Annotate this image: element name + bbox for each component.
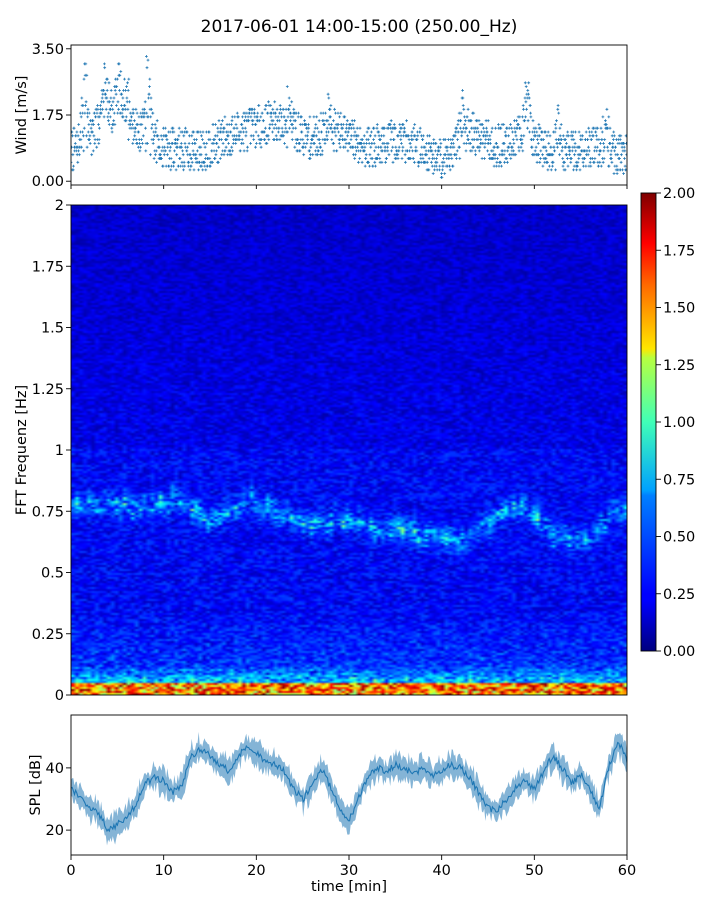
x-tick-label: 40 (432, 863, 450, 879)
wind-points (71, 55, 627, 179)
spectrogram-y-label: FFT Frequenz [Hz] (14, 385, 30, 515)
spectrogram-y-tick-label: 1.75 (32, 259, 64, 275)
colorbar-tick-label: 0.00 (663, 644, 695, 660)
colorbar-tick-label: 1.75 (663, 243, 695, 259)
x-axis-label: time [min] (311, 879, 387, 895)
x-tick-label: 0 (66, 863, 75, 879)
colorbar: 0.00 0.25 0.50 0.75 1.00 1.25 1.50 1.75 2.00 (640, 186, 695, 660)
colorbar-tick-label: 1.25 (663, 358, 695, 374)
colorbar-tick-label: 1.50 (663, 301, 695, 317)
spectrogram-y-tick-label: 1.25 (32, 382, 64, 398)
spectrogram-y-tick-label: 0.25 (32, 627, 64, 643)
colorbar-ticks: 0.00 0.25 0.50 0.75 1.00 1.25 1.50 1.75 2.00 (656, 186, 695, 660)
x-tick-label: 20 (247, 863, 265, 879)
x-tick-label: 30 (340, 863, 358, 879)
spl-y-tick-label: 40 (46, 761, 64, 777)
wind-y-tick-label: 1.75 (32, 108, 64, 124)
colorbar-tick-label: 0.75 (663, 472, 695, 488)
spectrogram-panel: 0 0.25 0.5 0.75 1 1.25 1.5 1.75 2 FFT Frequenz [… (14, 198, 628, 704)
spl-y-tick-label: 20 (46, 823, 64, 839)
spl-y-label: SPL [dB] (28, 754, 44, 815)
wind-y-tick-label: 3.50 (32, 42, 64, 58)
spl-x-ticks: 0 10 20 30 40 50 60 (66, 855, 636, 879)
spectrogram-heatmap (71, 205, 627, 695)
spl-envelope (71, 731, 627, 846)
wind-y-ticks: 0.00 1.75 3.50 (32, 42, 71, 190)
wind-axes-frame (70, 44, 628, 186)
wind-scatter-series (71, 55, 627, 179)
spectrogram-image (71, 205, 627, 695)
colorbar-tick-label: 2.00 (663, 186, 695, 202)
wind-y-tick-label: 0.00 (32, 174, 64, 190)
wind-y-label: Wind [m/s] (14, 76, 30, 155)
colorbar-tick-label: 1.00 (663, 415, 695, 431)
spectrogram-y-tick-label: 0.5 (41, 566, 64, 582)
x-tick-label: 10 (154, 863, 172, 879)
figure-title: 2017-06-01 14:00-15:00 (250.00_Hz) (201, 17, 518, 37)
colorbar-tick-label: 0.50 (663, 530, 695, 546)
x-tick-label: 50 (525, 863, 543, 879)
colorbar-gradient (641, 193, 656, 651)
x-tick-label: 60 (618, 863, 636, 879)
spectrogram-y-tick-label: 1.5 (41, 321, 64, 337)
spl-line (71, 741, 627, 833)
spectrogram-y-tick-label: 2 (55, 198, 64, 214)
wind-x-ticks (70, 185, 628, 189)
spectrogram-y-tick-label: 1 (55, 443, 64, 459)
spectrogram-y-tick-label: 0 (55, 688, 64, 704)
spectrogram-y-ticks: 0 0.25 0.5 0.75 1 1.25 1.5 1.75 2 (32, 198, 71, 704)
colorbar-tick-label: 0.25 (663, 587, 695, 603)
wind-panel: 0.00 1.75 3.50 Wind [m/s] (14, 42, 628, 190)
spectrogram-y-tick-label: 0.75 (32, 504, 64, 520)
